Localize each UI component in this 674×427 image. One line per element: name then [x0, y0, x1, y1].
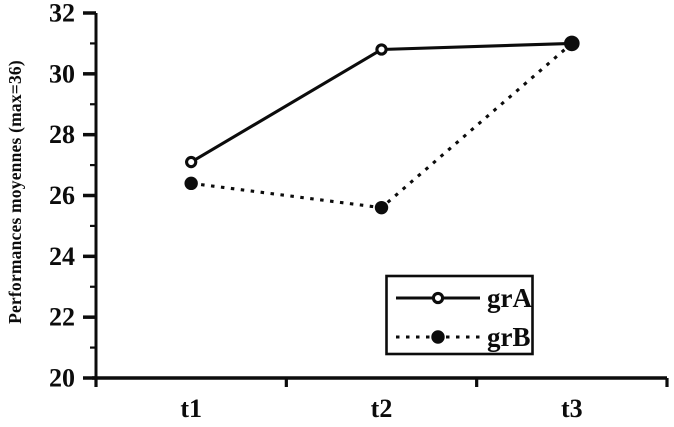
y-tick-label-20: 20 [49, 364, 75, 393]
marker-grB-t2 [374, 200, 389, 215]
marker-grB-t1 [184, 176, 198, 191]
y-tick-label-30: 30 [49, 59, 75, 88]
legend-label-grA: grA [487, 283, 532, 313]
marker-grA-t2 [375, 43, 388, 56]
y-tick-label-26: 26 [49, 181, 75, 210]
x-category-label-t1: t1 [180, 394, 202, 423]
series-line-grB [190, 42, 573, 210]
x-category-label-t2: t2 [371, 394, 393, 423]
series-line-grA [190, 41, 572, 164]
x-category-label-t3: t3 [561, 394, 583, 423]
y-tick-label-24: 24 [49, 242, 75, 271]
y-tick-label-32: 32 [49, 0, 75, 28]
y-tick-label-28: 28 [49, 120, 75, 149]
marker-grB-t3 [564, 35, 580, 52]
y-tick-label-22: 22 [49, 303, 75, 332]
marker-grA-t1 [185, 155, 198, 169]
legend-marker-grA [431, 291, 445, 305]
legend-marker-grB [431, 330, 445, 344]
legend-box [385, 274, 534, 356]
legend-label-grB: grB [487, 322, 531, 352]
